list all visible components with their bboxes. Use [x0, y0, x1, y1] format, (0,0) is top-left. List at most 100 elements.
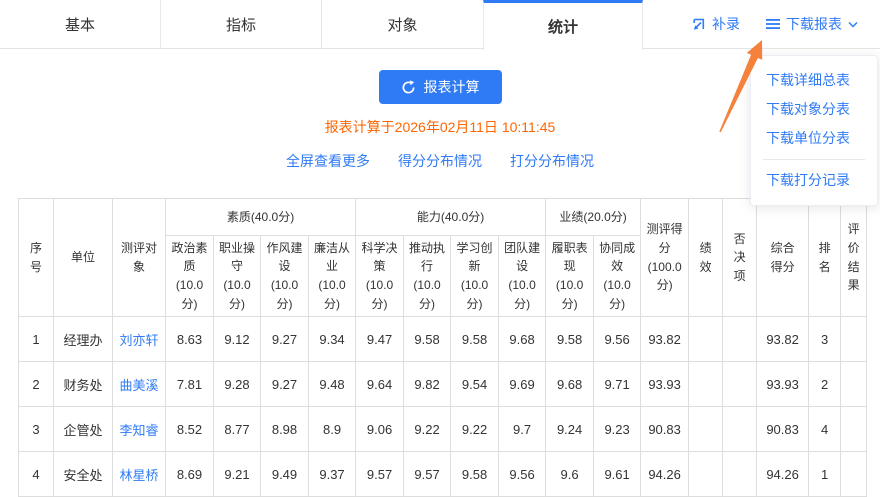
col-header-conduct: 作风建设 (10.0分) [260, 235, 309, 317]
tab-basic[interactable]: 基本 [0, 0, 161, 48]
cell-score: 9.23 [593, 406, 642, 452]
cell-rank: 2 [808, 361, 842, 407]
tab-label: 统计 [547, 19, 578, 36]
cell-score: 8.98 [260, 406, 309, 452]
cell-score: 9.27 [260, 316, 309, 362]
col-header-result: 评 价 结 果 [840, 198, 868, 317]
cell-no: 3 [18, 406, 54, 452]
cell-score: 9.61 [593, 451, 642, 497]
cell-score: 9.47 [355, 316, 405, 362]
sub-header-name: 政治素质 [171, 240, 208, 274]
sub-header-score: (10.0分) [270, 278, 299, 311]
sub-header-name: 推动执行 [409, 240, 446, 274]
tab-statistics[interactable]: 统计 [483, 0, 643, 50]
backfill-icon [691, 17, 706, 32]
fullscreen-more-link[interactable]: 全屏查看更多 [286, 153, 370, 169]
cell-result [840, 361, 868, 407]
cell-total-score: 90.83 [640, 406, 690, 452]
col-group-performance: 业绩(20.0分) [545, 198, 642, 236]
cell-result [840, 406, 868, 452]
report-calculate-button[interactable]: 报表计算 [378, 70, 502, 104]
col-header-innovation: 学习创新 (10.0分) [450, 235, 500, 317]
cell-score: 9.06 [355, 406, 405, 452]
cell-score: 9.12 [213, 316, 261, 362]
evaluatee-link[interactable]: 刘亦轩 [112, 316, 166, 362]
cell-composite-score: 93.93 [756, 361, 810, 407]
sub-header-score: (10.0分) [555, 278, 584, 311]
menu-item-download-unit-table[interactable]: 下载单位分表 [766, 130, 850, 146]
score-distribution-link[interactable]: 得分分布情况 [398, 153, 482, 169]
menu-item-download-object-table[interactable]: 下载对象分表 [766, 101, 850, 117]
cell-no: 4 [18, 451, 54, 497]
cell-score: 9.24 [545, 406, 595, 452]
download-report-label: 下载报表 [786, 16, 842, 32]
table-row: 3 企管处 李知睿 8.52 8.77 8.98 8.9 9.06 9.22 9.22 9.7 9.2… [18, 406, 868, 452]
cell-score: 9.21 [213, 451, 261, 497]
table-group-header-row: 序 号 单位 测评对 象 素质(40.0分) 能力(40.0分) 业绩(20.0… [18, 198, 868, 317]
tab-label: 基本 [64, 16, 95, 34]
col-group-ability: 能力(40.0分) [355, 198, 547, 236]
cell-perf [688, 361, 724, 407]
download-report-menu: 下载详细总表 下载对象分表 下载单位分表 下载打分记录 [750, 55, 878, 206]
cell-score: 8.9 [307, 406, 357, 452]
sub-header-name: 廉洁从业 [314, 240, 351, 274]
tab-bar: 基本 指标 对象 统计 补录 下载报表 [0, 0, 880, 50]
col-header-teamwork: 团队建设 (10.0分) [498, 235, 547, 317]
backfill-button[interactable]: 补录 [691, 14, 740, 34]
evaluatee-link[interactable]: 李知睿 [112, 406, 166, 452]
cell-score: 9.71 [593, 361, 642, 407]
total-score-name: 测评得分 [646, 222, 683, 255]
table-row: 4 安全处 林星桥 8.69 9.21 9.49 9.37 9.57 9.57 9.58 9.56 9… [18, 451, 868, 497]
tab-objects[interactable]: 对象 [322, 0, 483, 48]
cell-total-score: 93.82 [640, 316, 690, 362]
cell-composite-score: 90.83 [756, 406, 810, 452]
menu-item-download-score-records[interactable]: 下载打分记录 [766, 172, 850, 188]
cell-composite-score: 94.26 [756, 451, 810, 497]
cell-score: 9.28 [213, 361, 261, 407]
cell-score: 9.58 [450, 316, 500, 362]
col-header-political: 政治素质 (10.0分) [165, 235, 214, 317]
report-calc-status: 报表计算于2026年02月11日 10:11:45 [324, 119, 556, 135]
tab-label: 指标 [225, 16, 256, 34]
cell-score: 9.57 [355, 451, 405, 497]
sub-header-name: 科学决策 [361, 240, 398, 274]
sub-header-name: 学习创新 [456, 240, 493, 274]
total-score-max: (100.0分) [647, 259, 682, 293]
cell-score: 8.77 [213, 406, 261, 452]
cell-unit: 经理办 [53, 316, 113, 362]
rating-distribution-link[interactable]: 打分分布情况 [510, 153, 594, 169]
col-header-perf: 绩 效 [688, 198, 724, 317]
evaluation-result-table: 序 号 单位 测评对 象 素质(40.0分) 能力(40.0分) 业绩(20.0… [18, 198, 868, 497]
cell-no: 2 [18, 361, 54, 407]
cell-score: 9.7 [498, 406, 547, 452]
sub-header-score: (10.0分) [318, 278, 346, 311]
cell-score: 9.6 [545, 451, 595, 497]
cell-score: 9.58 [450, 451, 500, 497]
col-header-decision: 科学决策 (10.0分) [355, 235, 405, 317]
header-actions: 补录 下载报表 [691, 0, 858, 48]
cell-score: 9.48 [307, 361, 357, 407]
col-header-evaluatee: 测评对 象 [112, 198, 166, 317]
download-report-button[interactable]: 下载报表 [766, 14, 858, 34]
cell-score: 9.58 [403, 316, 452, 362]
sub-header-score: (10.0分) [223, 278, 251, 311]
menu-divider [763, 159, 865, 160]
menu-item-download-detail-summary[interactable]: 下载详细总表 [766, 72, 850, 88]
chevron-down-icon [848, 21, 858, 28]
cell-unit: 企管处 [53, 406, 113, 452]
cell-score: 9.68 [545, 361, 595, 407]
col-header-composite: 综合 得分 [756, 198, 810, 317]
table-row: 1 经理办 刘亦轩 8.63 9.12 9.27 9.34 9.47 9.58 9.58 9.68 9… [18, 316, 868, 362]
evaluatee-link[interactable]: 曲美溪 [112, 361, 166, 407]
tab-bar-divider [0, 48, 880, 49]
col-header-total-score: 测评得分 (100.0分) [640, 198, 690, 317]
cell-score: 9.22 [403, 406, 452, 452]
backfill-label: 补录 [712, 16, 740, 32]
col-header-unit: 单位 [53, 198, 113, 317]
quick-links: 全屏查看更多 得分分布情况 打分分布情况 [0, 151, 880, 171]
col-group-quality: 素质(40.0分) [164, 198, 357, 236]
evaluatee-link[interactable]: 林星桥 [112, 451, 166, 497]
cell-score: 9.54 [450, 361, 500, 407]
sub-header-name: 职业操守 [218, 240, 255, 274]
tab-indicators[interactable]: 指标 [161, 0, 322, 48]
